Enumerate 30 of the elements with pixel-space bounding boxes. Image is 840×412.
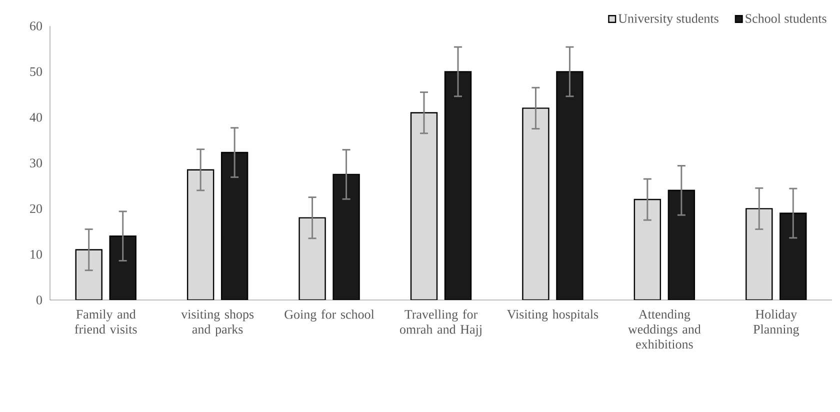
bar bbox=[410, 112, 438, 300]
bar bbox=[332, 174, 360, 300]
y-tick-label: 20 bbox=[30, 204, 42, 214]
y-tick-label: 40 bbox=[30, 112, 42, 122]
x-tick-label: Visiting hospitals bbox=[507, 310, 598, 322]
bar bbox=[220, 152, 248, 300]
x-tick-label: Going for school bbox=[284, 310, 374, 322]
bar bbox=[668, 190, 696, 300]
bar bbox=[109, 235, 136, 300]
bar bbox=[634, 198, 662, 300]
y-tick-label: 60 bbox=[30, 22, 42, 30]
x-tick-label: visiting shops and parks bbox=[181, 310, 254, 336]
bar bbox=[75, 249, 102, 300]
y-tick-label: 10 bbox=[30, 250, 42, 259]
bar bbox=[444, 71, 472, 300]
bar bbox=[522, 108, 550, 300]
bar bbox=[556, 71, 584, 300]
legend-label: School students bbox=[746, 14, 826, 23]
x-tick-label: Travelling for omrah and Hajj bbox=[400, 310, 482, 336]
x-tick-label: Attending weddings and exhibitions bbox=[628, 310, 701, 349]
bar bbox=[746, 208, 773, 300]
x-tick-label: Holiday Planning bbox=[753, 310, 800, 336]
y-tick-label: 0 bbox=[36, 296, 42, 304]
y-tick-label: 30 bbox=[30, 158, 42, 168]
bar bbox=[186, 169, 214, 300]
bar bbox=[298, 217, 326, 300]
x-tick-label: Family and friend visits bbox=[74, 310, 137, 334]
y-tick-label: 50 bbox=[30, 67, 42, 76]
legend-label: University students bbox=[618, 14, 718, 26]
bar bbox=[780, 212, 807, 300]
